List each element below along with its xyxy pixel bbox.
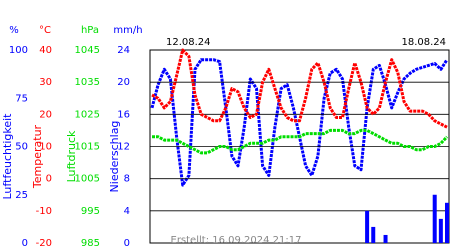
y-tick-label: 30	[39, 77, 52, 88]
y-tick-label: 985	[81, 238, 100, 249]
date-end: 18.08.24	[401, 37, 446, 48]
y-tick-label: 75	[15, 93, 28, 104]
axis-unit: hPa	[81, 25, 99, 36]
y-tick-label: 20	[39, 109, 52, 120]
y-tick-label: 24	[117, 45, 130, 56]
y-tick-label: -20	[36, 238, 52, 249]
precip-bar	[432, 194, 437, 243]
axis-title: Luftfeuchtigkeit	[1, 113, 14, 200]
y-tick-label: 10	[39, 142, 52, 153]
y-tick-label: 1025	[75, 109, 100, 120]
y-tick-label: 50	[15, 142, 28, 153]
y-tick-label: 1015	[75, 142, 100, 153]
y-tick-label: 0	[46, 174, 52, 185]
y-tick-label: 40	[39, 45, 52, 56]
precip-bar	[383, 234, 388, 243]
axis-title: Niederschlag	[108, 121, 121, 193]
y-tick-label: 4	[124, 206, 130, 217]
y-tick-label: 1005	[75, 174, 100, 185]
y-tick-label: 100	[9, 45, 28, 56]
y-tick-label: 0	[22, 238, 28, 249]
axis-title: Temperatur	[31, 124, 44, 189]
series-line	[152, 128, 449, 155]
y-tick-label: 25	[15, 190, 28, 201]
y-tick-label: 8	[124, 174, 130, 185]
axis-unit: mm/h	[113, 25, 142, 36]
y-tick-label: 995	[81, 206, 100, 217]
axis-unit: °C	[39, 25, 51, 36]
precip-bar	[371, 226, 376, 243]
date-start: 12.08.24	[166, 37, 211, 48]
axis-title: Luftdruck	[65, 130, 78, 182]
axis-unit: %	[9, 25, 19, 36]
y-tick-label: -10	[36, 206, 52, 217]
y-tick-label: 20	[117, 77, 130, 88]
y-tick-label: 1045	[75, 45, 100, 56]
y-tick-label: 0	[124, 238, 130, 249]
y-tick-label: 12	[117, 142, 130, 153]
y-tick-label: 1035	[75, 77, 100, 88]
y-tick-label: 16	[117, 109, 130, 120]
series-line	[151, 48, 448, 129]
precip-bar	[445, 202, 449, 243]
precip-bar	[438, 218, 443, 243]
precip-bar	[365, 210, 370, 243]
footer: Erstellt: 16.09.2024 21:17	[171, 235, 302, 246]
